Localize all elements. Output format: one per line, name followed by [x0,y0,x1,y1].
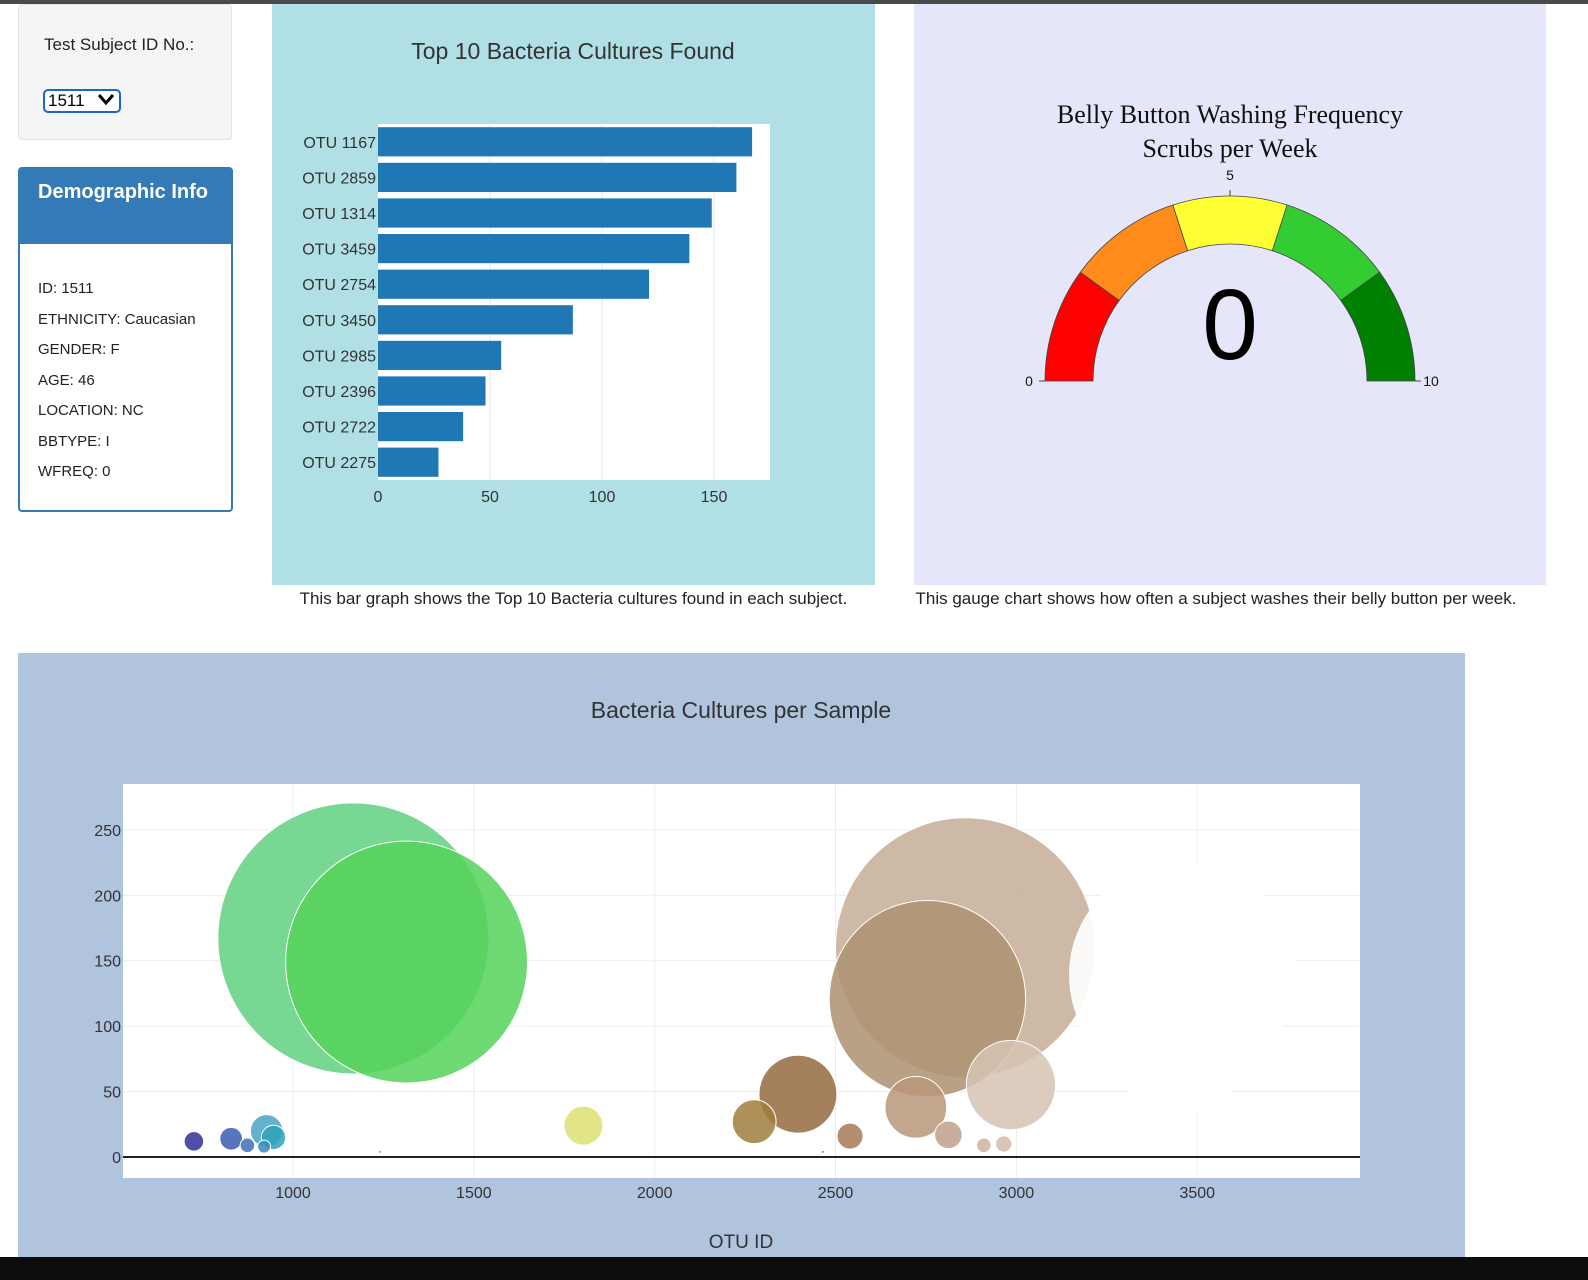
bar-category-label: OTU 3450 [302,313,376,330]
bubble-point[interactable] [563,1105,604,1146]
demographic-line: WFREQ: 0 [38,463,111,480]
gauge-tick-label: 10 [1423,373,1439,389]
bar-x-tick-label: 50 [481,489,499,506]
bubble-y-tick-label: 150 [94,954,121,971]
bubble-x-tick-label: 1000 [275,1185,311,1202]
gauge-subtitle: Scrubs per Week [1142,134,1317,163]
bubble-y-tick-label: 50 [103,1085,121,1102]
bar-category-label: OTU 2722 [302,420,376,437]
demographic-info-panel: Demographic Info ID: 1511 ETHNICITY: Cauc… [18,167,233,512]
bubble-x-tick-label: 3500 [1179,1185,1215,1202]
bar-x-tick-label: 150 [701,489,728,506]
bubble-x-tick-label: 2500 [818,1185,854,1202]
bottom-rule [0,1257,1588,1280]
bubble-point[interactable] [965,1039,1057,1131]
subject-selector-panel: Test Subject ID No.: 1511 [18,4,232,140]
bar[interactable] [378,127,753,157]
bar-category-label: OTU 1167 [303,135,376,152]
bar[interactable] [378,376,486,406]
bubble-x-axis-title: OTU ID [709,1232,773,1253]
bar[interactable] [378,162,737,192]
bar-chart: Top 10 Bacteria Cultures Found OTU 1167 O… [302,38,770,506]
subject-selector-label: Test Subject ID No.: [44,35,195,54]
bubble-y-tick-label: 200 [94,888,121,905]
bubble-point[interactable] [239,1137,256,1154]
bar-chart-caption: This bar graph shows the Top 10 Bacteria… [299,589,848,608]
bubble-y-tick-label: 100 [94,1019,121,1036]
top-rule [0,0,1588,4]
bubble-x-tick-label: 2000 [637,1185,673,1202]
bubble-y-tick-label: 0 [112,1150,121,1167]
bar-chart-panel: Top 10 Bacteria Cultures Found OTU 1167 O… [272,4,875,585]
bar-category-label: OTU 2859 [302,170,376,187]
bubble-chart-panel: Bacteria Cultures per Sample 1000 1500 200… [18,653,1465,1257]
bubble-point[interactable] [820,1149,825,1154]
gauge-chart: Belly Button Washing Frequency Scrubs pe… [1025,100,1439,389]
demographic-line: BBTYPE: I [38,432,110,450]
bubble-x-tick-label: 3000 [999,1185,1035,1202]
bar-chart-title: Top 10 Bacteria Cultures Found [411,38,734,64]
bubble-point[interactable] [285,840,528,1084]
bubble-point[interactable] [976,1137,992,1154]
bubble-point[interactable] [758,1054,838,1134]
bar-category-label: OTU 2754 [302,277,376,294]
bubble-point[interactable] [884,1075,948,1139]
bar-category-label: OTU 2396 [302,384,376,401]
bubble-point[interactable] [183,1131,205,1152]
bar[interactable] [378,412,464,442]
bar[interactable] [378,234,690,264]
bubble-point[interactable] [995,1135,1013,1153]
bar-category-label: OTU 3459 [302,242,376,259]
gauge-tick-label: 0 [1025,373,1033,389]
gauge-chart-caption: This gauge chart shows how often a subje… [915,589,1517,608]
bubble-chart-title: Bacteria Cultures per Sample [591,697,891,723]
bubble-x-tick-label: 1500 [456,1185,492,1202]
subject-id-dropdown[interactable]: 1511 [43,89,121,113]
bar-x-tick-label: 100 [589,489,616,506]
demographic-line: ID: 1511 [38,280,94,297]
demographic-line: ETHNICITY: Caucasian [38,310,196,328]
chevron-down-icon [97,92,115,112]
bubble-point[interactable] [934,1120,963,1150]
bar[interactable] [378,305,573,335]
gauge-step [1172,195,1288,252]
gauge-chart-panel: Belly Button Washing Frequency Scrubs pe… [914,4,1546,585]
subject-id-value: 1511 [48,91,85,110]
bar[interactable] [378,340,502,370]
demographic-info-title: Demographic Info [20,169,231,244]
demographic-line: GENDER: F [38,341,120,358]
bubble-point[interactable] [731,1099,777,1145]
bubble-point[interactable] [836,1122,864,1150]
gauge-value: 0 [1202,269,1258,381]
bubble-point[interactable] [377,1149,382,1154]
bar-category-label: OTU 2985 [302,348,376,365]
bar[interactable] [378,269,650,299]
bubble-y-tick-label: 250 [94,823,121,840]
bar-x-tick-label: 0 [374,489,383,506]
bubble-point[interactable] [219,1126,244,1151]
bar-category-label: OTU 1314 [302,206,376,223]
bubble-point[interactable] [1108,972,1251,1115]
demographic-line: LOCATION: NC [38,402,144,419]
gauge-title: Belly Button Washing Frequency [1057,100,1403,129]
bar[interactable] [378,447,439,477]
bar-category-label: OTU 2275 [302,455,376,472]
bubble-chart: Bacteria Cultures per Sample 1000 1500 200… [94,697,1360,1253]
demographic-info-body: ID: 1511 ETHNICITY: Caucasian GENDER: F AGE… [20,244,231,488]
gauge-tick-label: 5 [1226,167,1234,183]
demographic-line: AGE: 46 [38,371,95,389]
bar[interactable] [378,198,712,228]
bubble-point[interactable] [257,1139,272,1154]
